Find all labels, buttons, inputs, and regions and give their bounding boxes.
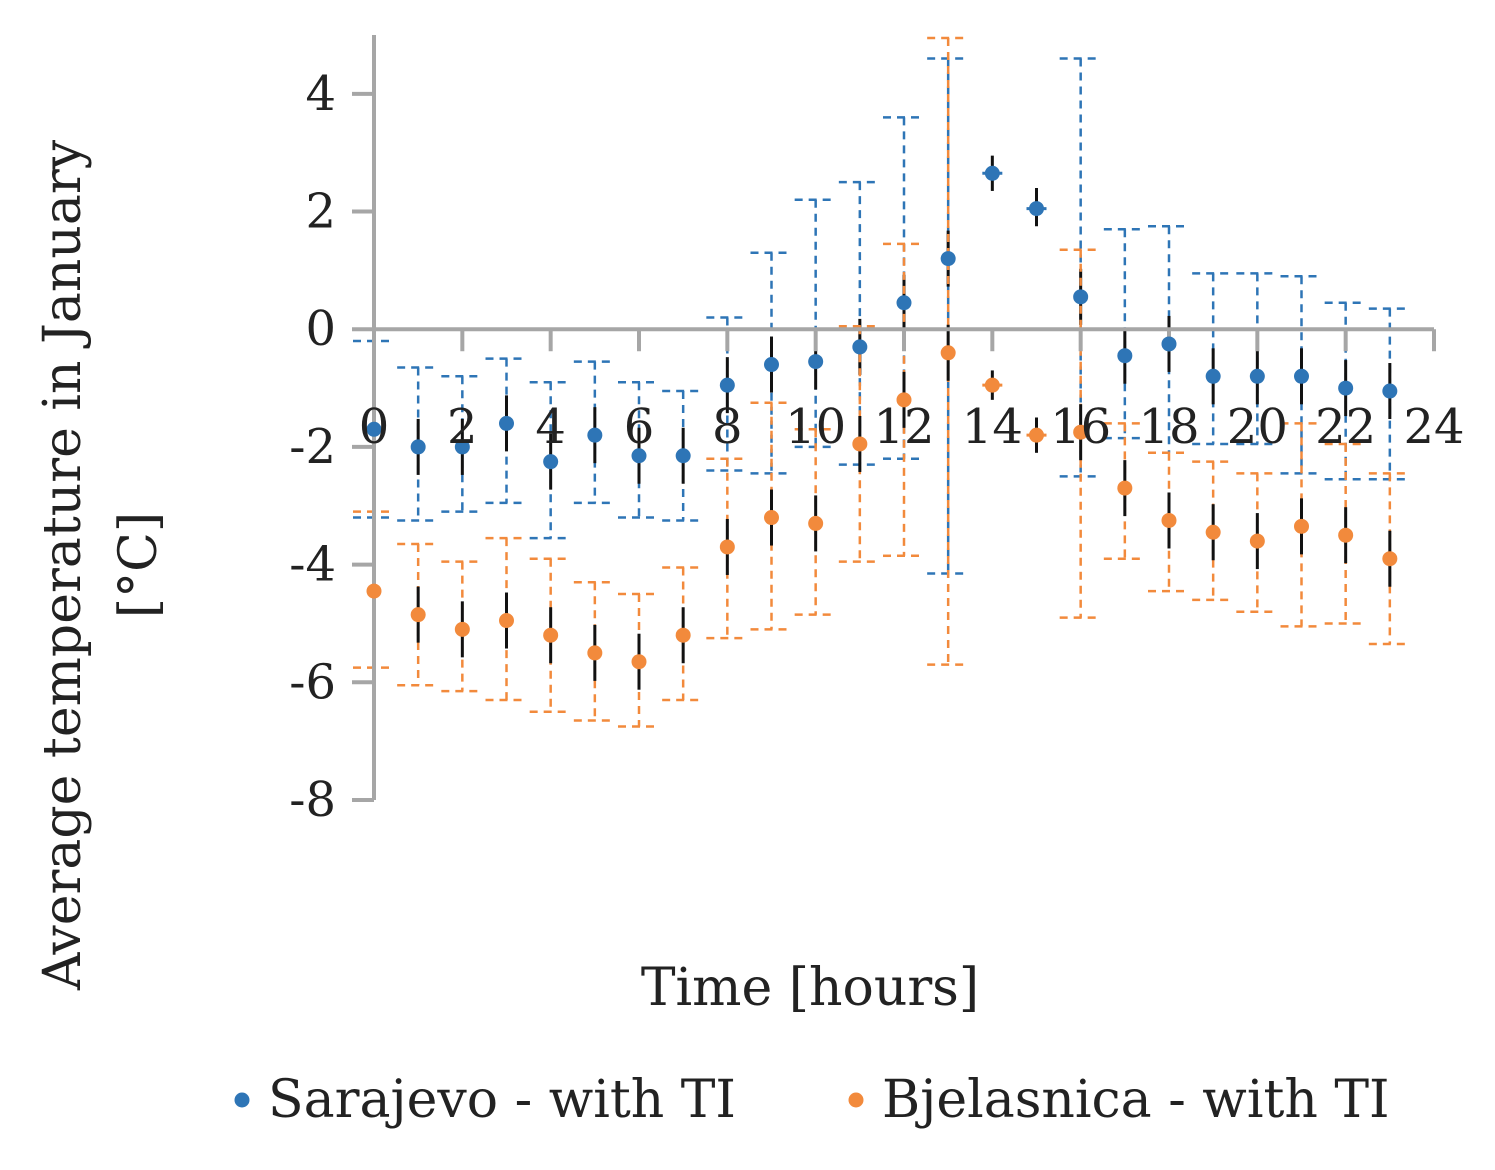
y-tick-label: -4 <box>289 537 336 593</box>
data-point-bjelasnica <box>896 392 912 408</box>
data-point-bjelasnica <box>366 583 382 599</box>
data-point-bjelasnica <box>1029 427 1044 443</box>
axis-titles-layer: Time [hours] Average temperature in Janua… <box>33 139 979 1018</box>
data-point-sarajevo <box>1294 368 1309 384</box>
data-point-sarajevo <box>852 339 868 355</box>
data-point-bjelasnica <box>1161 512 1177 528</box>
data-point-sarajevo <box>631 448 647 464</box>
y-axis-title-line: Average temperature in January <box>33 139 93 991</box>
error-bar <box>927 57 970 575</box>
data-point-sarajevo <box>1117 348 1133 364</box>
data-point-sarajevo <box>675 448 691 464</box>
y-tick-label: -8 <box>289 772 336 828</box>
data-point-bjelasnica <box>1382 551 1398 567</box>
data-point-bjelasnica <box>1205 524 1221 540</box>
legend-marker <box>848 1092 864 1108</box>
data-point-sarajevo <box>1073 289 1089 305</box>
points-layer <box>366 165 1398 670</box>
data-point-bjelasnica <box>454 621 470 637</box>
data-point-bjelasnica <box>852 436 868 452</box>
legend: Sarajevo - with TI Bjelasnica - with TI <box>234 1070 1390 1130</box>
axes-layer <box>352 35 1436 802</box>
data-point-sarajevo <box>1029 201 1044 217</box>
legend-item-bjelasnica: Bjelasnica - with TI <box>848 1070 1390 1130</box>
data-point-bjelasnica <box>719 539 735 555</box>
data-point-bjelasnica <box>1117 480 1133 496</box>
data-point-sarajevo <box>719 377 735 393</box>
data-point-bjelasnica <box>675 627 691 643</box>
data-point-bjelasnica <box>984 377 1000 393</box>
data-point-sarajevo <box>587 427 603 443</box>
data-point-sarajevo <box>1161 336 1177 352</box>
y-tick-label: 0 <box>305 301 336 357</box>
data-point-bjelasnica <box>1073 424 1089 440</box>
data-point-bjelasnica <box>940 345 956 361</box>
x-tick-label: 10 <box>785 399 846 455</box>
x-tick-label: 12 <box>873 399 934 455</box>
x-tick-label: 0 <box>359 399 390 455</box>
data-point-sarajevo <box>984 165 1000 181</box>
legend-label: Bjelasnica - with TI <box>882 1070 1390 1130</box>
x-tick-label: 4 <box>535 399 566 455</box>
x-tick-label: 2 <box>447 399 478 455</box>
x-tick-label: 20 <box>1227 399 1288 455</box>
y-axis-title-line: [°C] <box>109 512 169 618</box>
data-point-sarajevo <box>896 295 912 311</box>
data-point-sarajevo <box>764 357 779 373</box>
data-point-bjelasnica <box>543 627 559 643</box>
y-axis-title: Average temperature in January [°C] <box>33 139 169 991</box>
x-tick-label: 14 <box>962 399 1023 455</box>
y-tick-label: 2 <box>305 184 336 240</box>
data-point-bjelasnica <box>1338 527 1354 543</box>
data-point-bjelasnica <box>587 645 603 661</box>
data-point-bjelasnica <box>631 654 647 670</box>
x-tick-label: 6 <box>624 399 655 455</box>
data-point-sarajevo <box>366 421 382 437</box>
data-point-sarajevo <box>499 415 514 431</box>
legend-marker <box>234 1092 250 1108</box>
x-tick-label: 22 <box>1315 399 1376 455</box>
data-point-sarajevo <box>543 454 559 470</box>
x-axis-title: Time [hours] <box>641 958 979 1018</box>
x-tick-label: 18 <box>1138 399 1199 455</box>
data-point-bjelasnica <box>808 515 824 531</box>
legend-label: Sarajevo - with TI <box>268 1070 736 1130</box>
data-point-bjelasnica <box>1249 533 1265 549</box>
x-tick-label: 24 <box>1403 399 1464 455</box>
data-point-bjelasnica <box>499 613 514 629</box>
data-point-bjelasnica <box>1294 518 1309 534</box>
data-point-sarajevo <box>1249 368 1265 384</box>
data-point-sarajevo <box>1382 383 1398 399</box>
y-tick-label: 4 <box>305 66 336 122</box>
data-point-sarajevo <box>1205 368 1221 384</box>
data-point-sarajevo <box>1338 380 1354 396</box>
y-tick-label: -6 <box>289 654 336 710</box>
data-point-sarajevo <box>940 251 956 267</box>
y-tick-label: -2 <box>289 419 336 475</box>
data-point-sarajevo <box>808 354 824 370</box>
x-tick-label: 8 <box>712 399 743 455</box>
data-point-bjelasnica <box>764 510 779 526</box>
data-point-sarajevo <box>410 439 426 455</box>
legend-item-sarajevo: Sarajevo - with TI <box>234 1070 736 1130</box>
x-tick-label: 16 <box>1050 399 1111 455</box>
data-point-sarajevo <box>454 439 470 455</box>
data-point-bjelasnica <box>410 607 426 623</box>
